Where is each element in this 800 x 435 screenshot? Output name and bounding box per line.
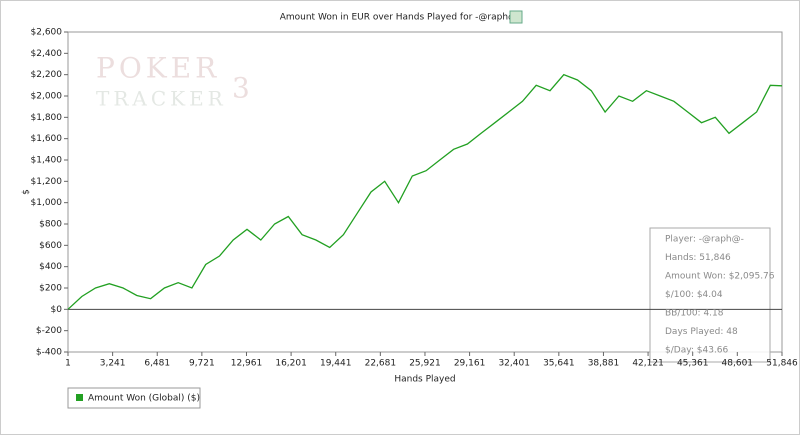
y-tick-label: $1,800 (31, 113, 63, 123)
x-tick-label: 35,641 (543, 359, 575, 369)
stats-box (649, 227, 771, 363)
legend-label: Amount Won (Global) ($) (88, 394, 200, 404)
watermark: 3 (232, 72, 254, 105)
x-tick-label: 51,846 (766, 359, 798, 369)
y-tick-label: $2,400 (31, 49, 63, 59)
x-tick-label: 25,921 (409, 359, 441, 369)
y-tick-label: $-200 (36, 326, 62, 336)
x-tick-label: 16,201 (275, 359, 307, 369)
stat-line: Days Played: 48 (665, 327, 738, 337)
stat-line: $/Day: $43.66 (665, 346, 729, 356)
y-tick-label: $2,600 (31, 28, 63, 38)
watermark: POKER (96, 52, 220, 85)
x-tick-label: 42,121 (632, 359, 664, 369)
x-tick-label: 1 (65, 359, 71, 369)
x-tick-label: 12,961 (231, 359, 263, 369)
stat-line: $/100: $4.04 (665, 290, 723, 300)
x-axis-label: Hands Played (394, 375, 455, 385)
stat-line: Player: -@raph@- (665, 235, 744, 245)
y-tick-label: $800 (39, 220, 62, 230)
y-tick-label: $400 (39, 262, 62, 272)
y-tick-label: $1,200 (31, 177, 63, 187)
y-tick-label: $600 (39, 241, 62, 251)
x-tick-label: 32,401 (498, 359, 530, 369)
y-tick-label: $1,000 (31, 198, 63, 208)
y-tick-label: $1,400 (31, 156, 63, 166)
title-icon (509, 10, 523, 24)
y-tick-label: $0 (51, 305, 63, 315)
y-tick-label: $-400 (36, 348, 62, 358)
data-line (67, 73, 783, 310)
y-tick-label: $200 (39, 284, 62, 294)
watermark: TRACKER (96, 87, 227, 111)
x-tick-label: 22,681 (365, 359, 397, 369)
y-tick-label: $2,200 (31, 70, 63, 80)
y-tick-label: $1,600 (31, 134, 63, 144)
stat-line: Amount Won: $2,095.76 (665, 272, 775, 282)
stat-line: BB/100: 4.18 (665, 309, 724, 319)
x-tick-label: 45,361 (677, 359, 709, 369)
x-tick-label: 9,721 (189, 359, 215, 369)
x-tick-label: 3,241 (100, 359, 126, 369)
y-axis-label: $ (22, 189, 32, 195)
x-tick-label: 6,481 (144, 359, 170, 369)
x-tick-label: 29,161 (454, 359, 486, 369)
stat-line: Hands: 51,846 (665, 253, 731, 263)
chart-title: Amount Won in EUR over Hands Played for … (280, 13, 521, 23)
x-tick-label: 48,601 (722, 359, 754, 369)
legend (67, 387, 201, 409)
x-tick-label: 19,441 (320, 359, 352, 369)
legend-swatch (76, 394, 83, 401)
x-tick-label: 38,881 (588, 359, 620, 369)
y-tick-label: $2,000 (31, 92, 63, 102)
